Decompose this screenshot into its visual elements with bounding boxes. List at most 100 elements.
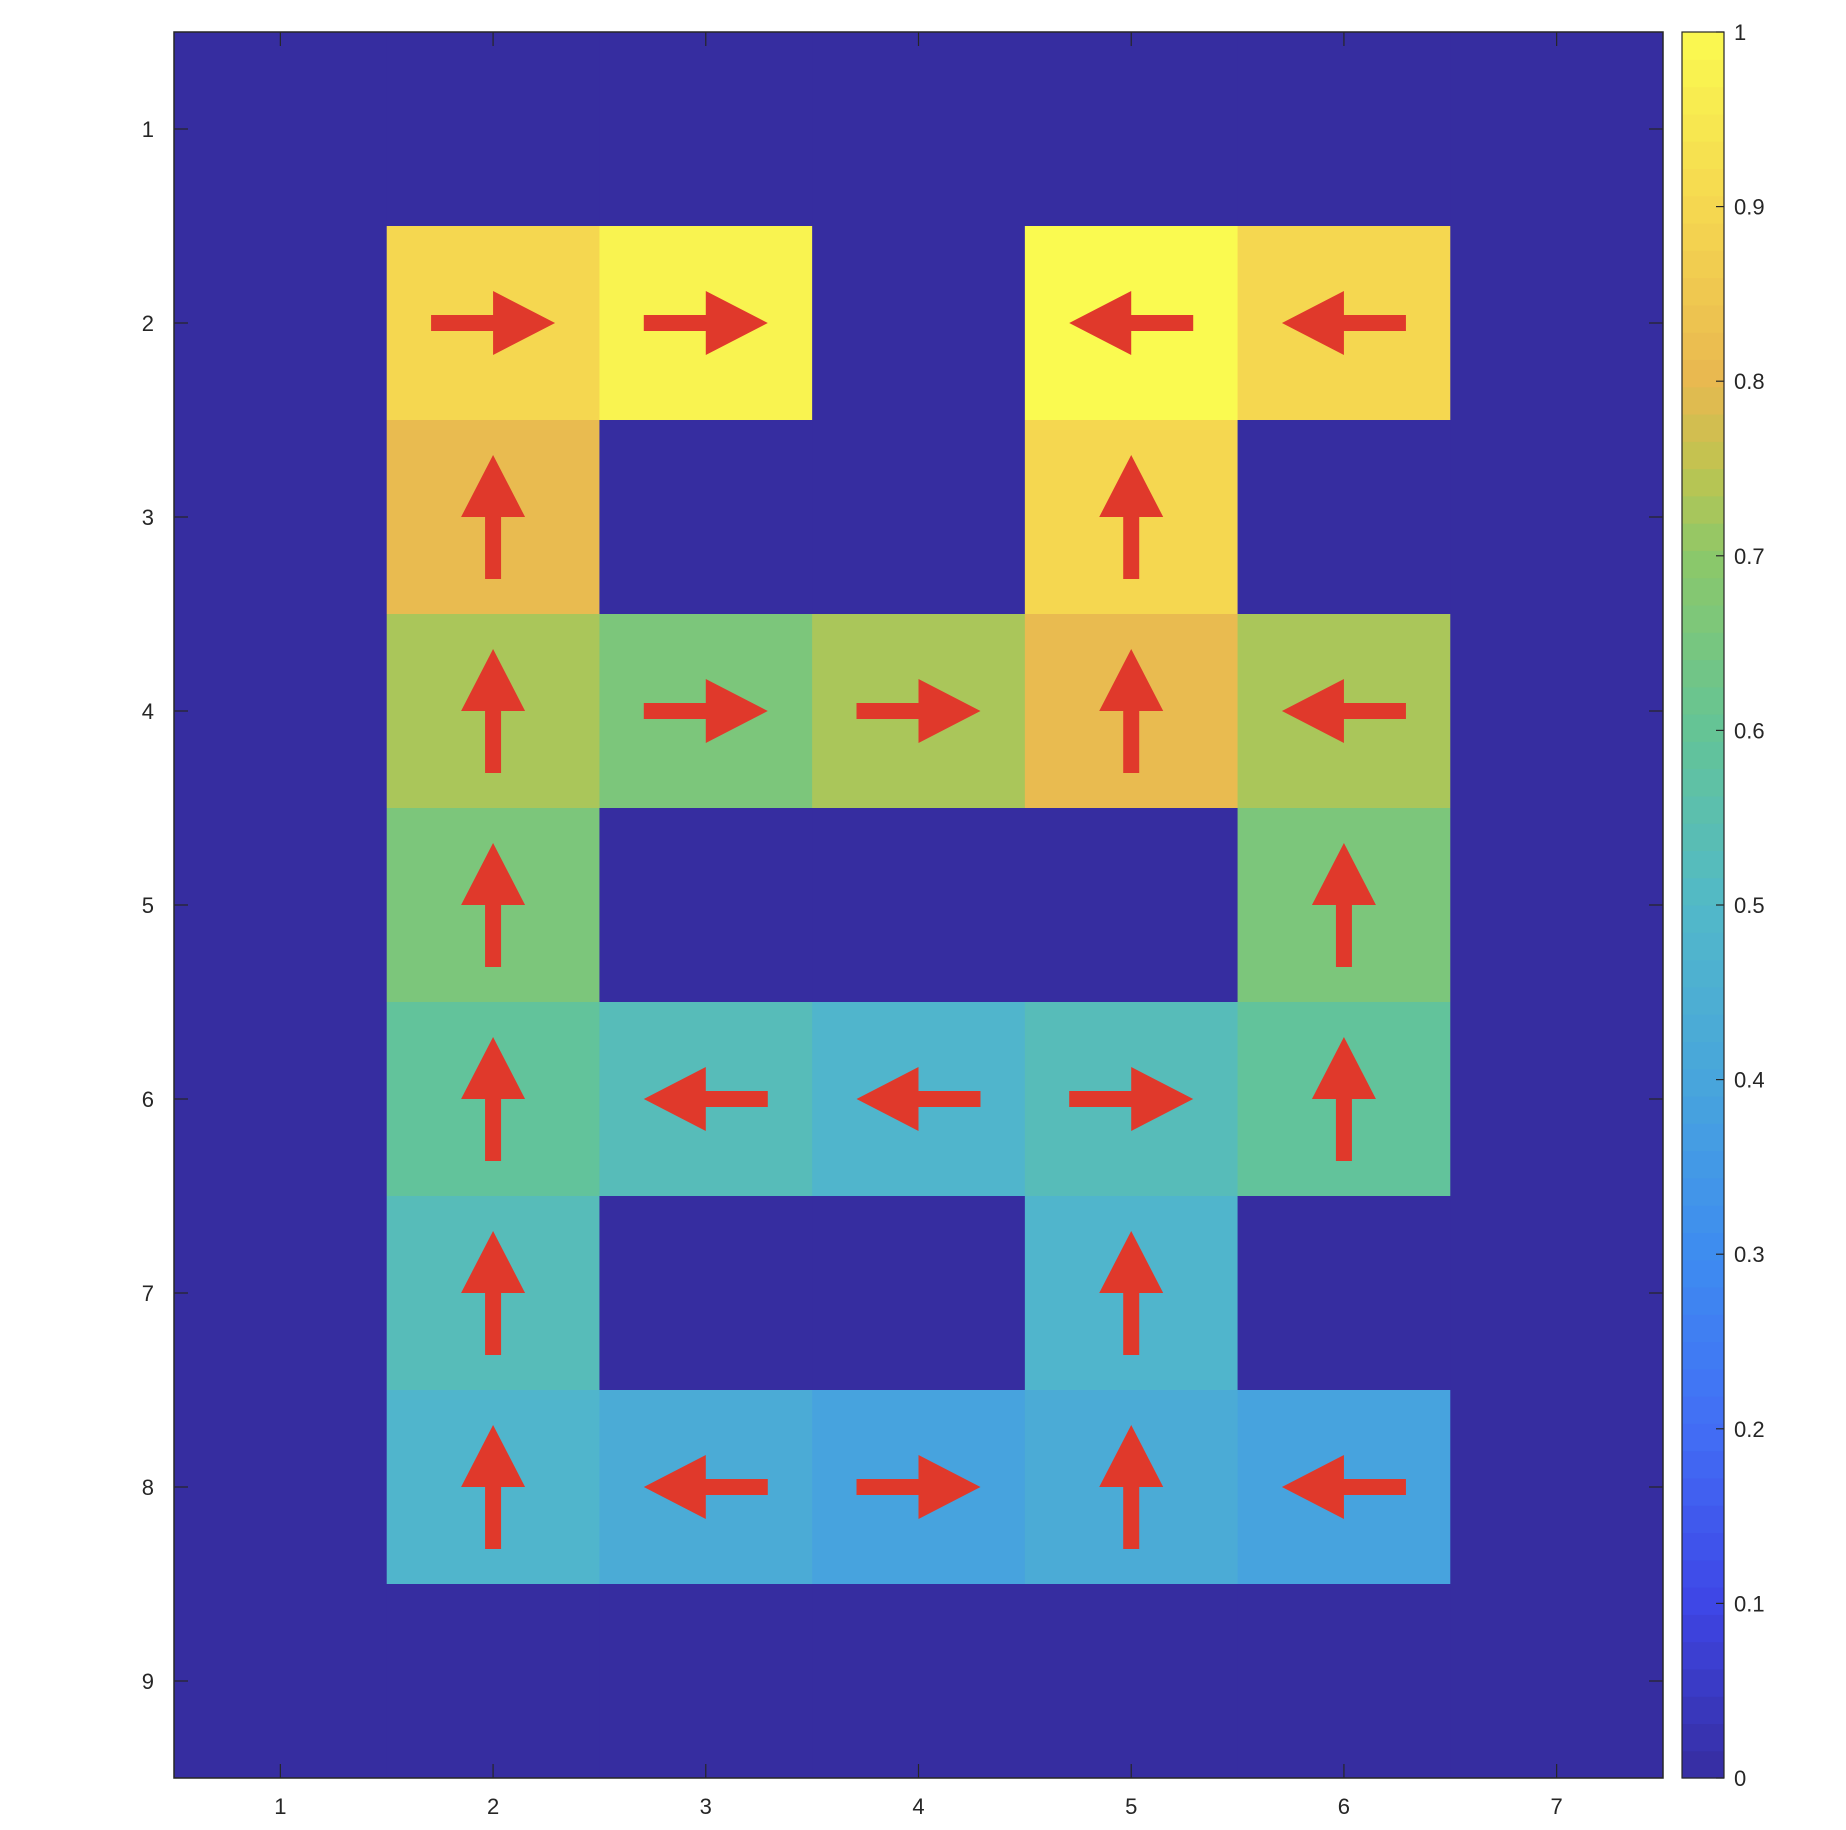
colorbar-segment <box>1682 277 1724 306</box>
colorbar-segment <box>1682 768 1724 797</box>
cell-r8-c7 <box>1450 1390 1664 1585</box>
colorbar-segment <box>1682 1068 1724 1097</box>
colorbar-segment <box>1682 1723 1724 1752</box>
arrow-up-r8-c5 <box>1099 1425 1164 1549</box>
colorbar-segment <box>1682 468 1724 497</box>
y-tick-label: 9 <box>142 1669 154 1694</box>
colorbar-segment <box>1682 86 1724 115</box>
colorbar-tick-label: 1 <box>1734 20 1746 45</box>
colorbar-segment <box>1682 632 1724 661</box>
cell-r1-c6 <box>1237 32 1451 227</box>
colorbar-segment <box>1682 714 1724 742</box>
cell-r9-c6 <box>1237 1584 1451 1779</box>
cell-r2-c4 <box>812 226 1026 421</box>
cell-r3-c4 <box>812 420 1026 615</box>
colorbar-segment <box>1682 1396 1724 1424</box>
cell-r8-c1 <box>174 1390 388 1585</box>
colorbar-tick-label: 0.8 <box>1734 369 1765 394</box>
colorbar-tick-label: 0.3 <box>1734 1242 1765 1267</box>
colorbar-segment <box>1682 1123 1724 1152</box>
colorbar-segment <box>1682 877 1724 906</box>
y-tick-label: 2 <box>142 311 154 336</box>
colorbar-segment <box>1682 1150 1724 1179</box>
cell-r1-c1 <box>174 32 388 227</box>
x-tick-label: 2 <box>487 1794 499 1819</box>
colorbar-segment <box>1682 1696 1724 1725</box>
cell-r9-c1 <box>174 1584 388 1779</box>
arrow-up-r7-c2 <box>461 1231 526 1355</box>
cell-r4-c7 <box>1450 614 1664 809</box>
colorbar-segment <box>1682 1750 1724 1779</box>
arrow-up-r5-c2 <box>461 843 526 967</box>
cell-r7-c1 <box>174 1196 388 1391</box>
colorbar-segment <box>1682 495 1724 524</box>
policy-arrows <box>431 291 1406 1549</box>
colorbar-segment <box>1682 986 1724 1015</box>
arrow-up-r4-c5 <box>1099 649 1164 773</box>
cell-r2-c1 <box>174 226 388 421</box>
colorbar-segment <box>1682 304 1724 333</box>
arrow-right-r6-c5 <box>1069 1067 1194 1131</box>
arrow-left-r4-c6 <box>1281 679 1406 743</box>
arrow-right-r4-c4 <box>856 679 981 743</box>
arrow-left-r6-c4 <box>856 1067 981 1131</box>
arrow-left-r6-c3 <box>643 1067 768 1131</box>
colorbar-segment <box>1682 1641 1724 1670</box>
cell-r6-c7 <box>1450 1002 1664 1197</box>
cell-r9-c2 <box>386 1584 600 1779</box>
arrow-up-r6-c2 <box>461 1037 526 1161</box>
colorbar-segment <box>1682 332 1724 360</box>
colorbar-segment <box>1682 823 1724 852</box>
colorbar-tick-label: 0.2 <box>1734 1417 1765 1442</box>
y-tick-label: 6 <box>142 1087 154 1112</box>
colorbar-segment <box>1682 1014 1724 1043</box>
cell-r1-c4 <box>812 32 1026 227</box>
cell-r4-c1 <box>174 614 388 809</box>
arrow-left-r8-c3 <box>643 1455 768 1519</box>
colorbar-segment <box>1682 1477 1724 1506</box>
colorbar-segment <box>1682 550 1724 579</box>
axis-ticks <box>174 32 1663 1778</box>
colorbar-segment <box>1682 959 1724 988</box>
colorbar-segment <box>1682 523 1724 551</box>
cell-r9-c3 <box>599 1584 813 1779</box>
y-tick-label: 3 <box>142 505 154 530</box>
y-tick-label: 4 <box>142 699 154 724</box>
colorbar-segment <box>1682 59 1724 88</box>
cell-r1-c2 <box>386 32 600 227</box>
cell-r1-c7 <box>1450 32 1664 227</box>
y-tick-label: 8 <box>142 1475 154 1500</box>
arrow-left-r8-c6 <box>1281 1455 1406 1519</box>
cell-r7-c3 <box>599 1196 813 1391</box>
colorbar-segment <box>1682 1450 1724 1479</box>
arrow-left-r2-c5 <box>1069 291 1194 355</box>
y-tick-label: 7 <box>142 1281 154 1306</box>
colorbar-segment <box>1682 1205 1724 1233</box>
colorbar-tick-label: 0.4 <box>1734 1068 1765 1093</box>
colorbar-segment <box>1682 1232 1724 1261</box>
arrow-right-r8-c4 <box>856 1455 981 1519</box>
y-tick-label: 5 <box>142 893 154 918</box>
cell-r1-c3 <box>599 32 813 227</box>
cell-r3-c7 <box>1450 420 1664 615</box>
colorbar-segment <box>1682 604 1724 633</box>
colorbar-segment <box>1682 1614 1724 1643</box>
colorbar-segment <box>1682 1368 1724 1397</box>
cell-r3-c3 <box>599 420 813 615</box>
arrow-up-r3-c2 <box>461 455 526 579</box>
colorbar-segment <box>1682 741 1724 770</box>
colorbar-segment <box>1682 1314 1724 1343</box>
cell-r3-c1 <box>174 420 388 615</box>
colorbar-tick-label: 0.1 <box>1734 1591 1765 1616</box>
colorbar-segment <box>1682 1559 1724 1588</box>
cell-r5-c3 <box>599 808 813 1003</box>
arrow-up-r6-c6 <box>1311 1037 1376 1161</box>
colorbar-segment <box>1682 1041 1724 1070</box>
colorbar-segment <box>1682 850 1724 879</box>
arrow-up-r4-c2 <box>461 649 526 773</box>
colorbar-segment <box>1682 195 1724 224</box>
cell-r5-c5 <box>1024 808 1239 1003</box>
colorbar: 0 0.1 0.2 0.3 0.4 0.5 0.6 0.7 0.8 0.9 1 <box>1681 20 1765 1791</box>
colorbar-segment <box>1682 1341 1724 1370</box>
